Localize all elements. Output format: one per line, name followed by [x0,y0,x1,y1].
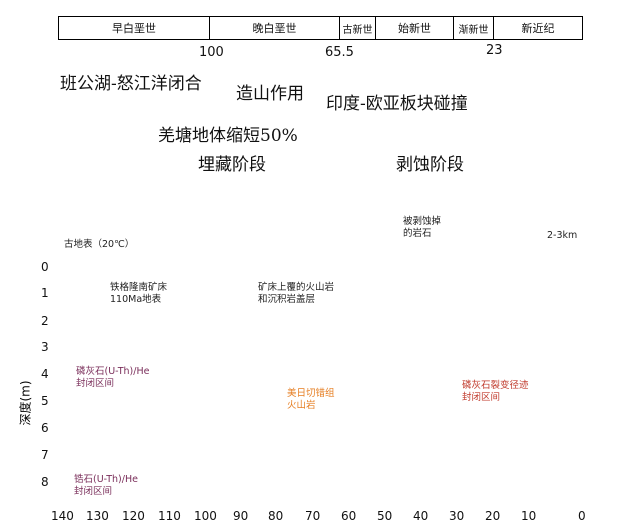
x-tick-130: 130 [86,509,109,523]
period-early-cretaceous: 早白垩世 [58,16,210,40]
volcanic-mark: v [547,287,552,296]
period-eocene: 始新世 [376,16,454,40]
deposit-label: 铁格隆南矿床 110Ma地表 [110,282,168,305]
volcanic-mark: v [392,323,397,332]
eroded-rock-label: 被剥蚀掉 的岩石 [403,216,442,239]
paleosurface-label: 古地表（20℃） [64,239,135,250]
volcanic-mark: v [565,282,570,291]
x-tick-90: 90 [233,509,249,523]
period-paleocene: 古新世 [340,16,376,40]
volcanic-mark: v [428,320,433,329]
apatite-ft-zone [58,308,583,363]
zircon-he-label: 锆石(U-Th)/He 封闭区间 [74,474,138,497]
volcanic-mark: v [287,344,292,353]
bar-ocean-closure [58,108,278,112]
y-tick-8: 8 [41,475,49,489]
x-tick-40: 40 [413,509,429,523]
y-tick-1: 1 [41,286,49,300]
volcanic-mark: v [374,325,379,334]
volcanic-mark: v [511,291,516,300]
volcanic-mark: v [272,395,277,404]
y-tick-5: 5 [41,394,49,408]
y-tick-4: 4 [41,367,49,381]
zircon-he-zone [57,437,584,465]
x-tick-80: 80 [268,509,284,523]
volcanic-mark: v [476,297,481,306]
event-ocean-closure: 班公湖-怒江洋闭合 [60,74,202,94]
volcanic-mark: v [460,305,465,314]
y-tick-0: 0 [41,260,49,274]
volcanic-mark: v [200,436,205,445]
period-oligocene: 渐新世 [454,16,494,40]
volcanic-mark: v [210,451,215,460]
y-tick-6: 6 [41,421,49,435]
x-tick-100: 100 [194,509,217,523]
eroded-thickness-label: 2-3km [547,230,578,241]
age-label-65-5: 65.5 [325,45,354,60]
x-tick-60: 60 [341,509,357,523]
volcanic-mark: v [279,360,284,369]
event-collision: 印度-欧亚板块碰撞 [326,94,468,114]
volcanic-mark: v [193,419,198,428]
volcanic-mark: v [445,315,450,324]
volcanic-mark: v [270,413,275,422]
age-label-23: 23 [486,43,503,58]
apatite-ft-arrow [499,360,508,377]
x-tick-20: 20 [485,509,501,523]
period-neogene: 新近纪 [494,16,583,40]
x-tick-0: 0 [578,509,586,523]
volcanic-mark: v [183,385,188,394]
stage-denudation: 剥蚀阶段 [396,155,464,175]
event-qiangtang-shortening: 羌塘地体缩短50% [158,126,298,146]
age-label-100: 100 [199,45,224,60]
paleosurface-pointer [104,249,121,266]
volcanic-mark: v [227,457,232,466]
y-tick-2: 2 [41,314,49,328]
apatite-he-zone [57,319,584,343]
apatite-ft-label: 磷灰石裂变径迹 封闭区间 [462,380,529,403]
volcanic-mark: v [188,402,193,411]
volcanic-mark: v [259,447,264,456]
meiri-formation-label: 美日切错组 火山岩 [287,388,335,411]
volcanic-mark: v [410,322,415,331]
volcanic-mark: v [303,336,308,345]
volcanic-mark: v [356,326,361,335]
volcanic-mark: v [179,367,184,376]
meiri-arrow [280,417,296,430]
apatite-he-label: 磷灰石(U-Th)/He 封闭区间 [76,366,150,389]
volcanic-mark: v [160,318,165,327]
x-tick-140: 140 [51,509,74,523]
y-axis-title-text: 深度(m) [18,380,33,426]
volcanic-mark: v [494,293,499,302]
volcanic-mark: v [244,456,249,465]
volcanic-mark: v [266,431,271,440]
volcanic-mark: v [175,350,180,359]
x-tick-10: 10 [521,509,537,523]
stage-burial: 埋藏阶段 [198,155,266,175]
x-tick-50: 50 [377,509,393,523]
x-tick-110: 110 [158,509,181,523]
y-tick-3: 3 [41,340,49,354]
zircon-he-arrow [115,462,125,471]
cover-label: 矿床上覆的火山岩 和沉积岩盖层 [258,282,335,305]
volcanic-mark: v [275,377,280,386]
volcanic-mark: v [581,274,586,283]
period-late-cretaceous: 晚白垩世 [210,16,340,40]
y-tick-7: 7 [41,448,49,462]
x-tick-30: 30 [449,509,465,523]
x-tick-70: 70 [305,509,321,523]
apatite-he-arrow [114,345,125,357]
deposit-burial-path [149,268,584,473]
event-orogeny: 造山作用 [236,84,304,104]
volcanic-mark: v [338,328,343,337]
volcanic-mark: v [529,289,534,298]
volcanic-mark: v [170,332,175,341]
volcanic-mark: v [320,331,325,340]
x-tick-120: 120 [122,509,145,523]
